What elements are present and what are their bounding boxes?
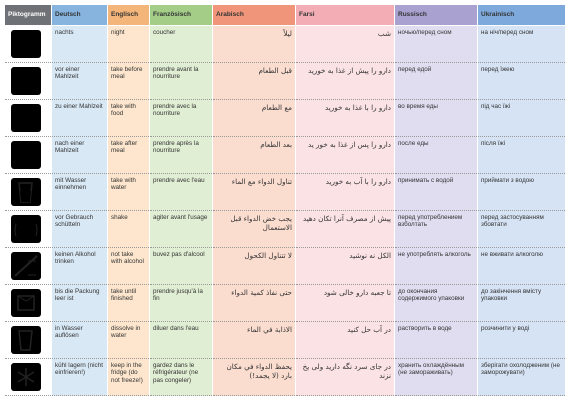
column-header: Piktogramm: [5, 5, 51, 25]
cell: take with water: [108, 174, 149, 211]
cell: під час їжі: [478, 100, 565, 137]
cell: پیش از مصرف آنرا تکان دهید: [296, 211, 394, 248]
cell: مع الطعام: [213, 100, 295, 137]
icon-no-alcohol: [11, 252, 41, 280]
column-header: Farsi: [296, 5, 394, 25]
cell: на ніч/перед сном: [478, 26, 565, 63]
cell: ночью/перед сном: [395, 26, 477, 63]
cell: agiter avant l'usage: [150, 211, 212, 248]
cell: شب: [296, 26, 394, 63]
cell: перед употреблением взболтать: [395, 211, 477, 248]
icon-dissolve: [11, 326, 41, 354]
cell: принимать с водой: [395, 174, 477, 211]
cell: night: [108, 26, 149, 63]
cell: nach einer Mahlzeit: [52, 137, 107, 174]
cell: bis die Packung leer ist: [52, 285, 107, 322]
cell: shake: [108, 211, 149, 248]
cell: prendre avec la nourriture: [150, 100, 212, 137]
cell: الاذابة في الماء: [213, 322, 295, 359]
cell: در آب حل کنید: [296, 322, 394, 359]
cell: in Wasser auflösen: [52, 322, 107, 359]
cell: после еды: [395, 137, 477, 174]
cell: хранить охлаждённым (не замораживать): [395, 359, 477, 396]
cell: دارو را پیش از غذا به خورید: [296, 63, 394, 100]
cell: diluer dans l'eau: [150, 322, 212, 359]
column-header: Englisch: [108, 5, 149, 25]
cell: دارو را با غذا به خورید: [296, 100, 394, 137]
cell: растворить в воде: [395, 322, 477, 359]
cell: coucher: [150, 26, 212, 63]
cell: до окончания содержимого упаковки: [395, 285, 477, 322]
cell: mit Wasser einnehmen: [52, 174, 107, 211]
icon-shake: [11, 215, 41, 243]
icon-night: [11, 30, 41, 58]
cell: تناول الدواء مع الماء: [213, 174, 295, 211]
cell: розчинити у воді: [478, 322, 565, 359]
cell: دارو را پس از غذا به خور ید: [296, 137, 394, 174]
icon-fridge: [11, 363, 41, 391]
cell: تا جعبه دارو خالی شود: [296, 285, 394, 322]
icon-with-meal: [11, 104, 41, 132]
cell: قبل الطعام: [213, 63, 295, 100]
cell: vor einer Mahlzeit: [52, 63, 107, 100]
cell: take until finished: [108, 285, 149, 322]
cell: prendre avant la nourriture: [150, 63, 212, 100]
cell: zu einer Mahlzeit: [52, 100, 107, 137]
cell: не вживати алкоголю: [478, 248, 565, 285]
cell: يجب خض الدواء قبل الاستعمال: [213, 211, 295, 248]
cell: keinen Alkohol trinken: [52, 248, 107, 285]
cell: buvez pas d'alcool: [150, 248, 212, 285]
cell: الکل نه نوشید: [296, 248, 394, 285]
cell: در جای سرد نگه دارید ولی یخ نزند: [296, 359, 394, 396]
cell: приймати з водою: [478, 174, 565, 211]
cell: لا تتناول الكحول: [213, 248, 295, 285]
icon-after-meal: [11, 141, 41, 169]
cell: після їжі: [478, 137, 565, 174]
cell: take before meal: [108, 63, 149, 100]
cell: يحفظ الدواء في مكان بارد (لا يجمد!): [213, 359, 295, 396]
icon-water: [11, 178, 41, 206]
cell: take with food: [108, 100, 149, 137]
cell: перед їжею: [478, 63, 565, 100]
cell: بعد الطعام: [213, 137, 295, 174]
column-header: Russisch: [395, 5, 477, 25]
cell: prendre avec l'eau: [150, 174, 212, 211]
cell: prendre jusqu'à la fin: [150, 285, 212, 322]
cell: not take with alcohol: [108, 248, 149, 285]
column-header: Französisch: [150, 5, 212, 25]
cell: не употреблять алкоголь: [395, 248, 477, 285]
icon-before-meal: [11, 67, 41, 95]
cell: kühl lagern (nicht einfrieren!): [52, 359, 107, 396]
column-header: Deutsch: [52, 5, 107, 25]
cell: во время еды: [395, 100, 477, 137]
cell: до закінчення вмісту упаковки: [478, 285, 565, 322]
icon-until-finished: [11, 289, 41, 317]
cell: ليلاً: [213, 26, 295, 63]
cell: keep in the fridge (do not freeze!): [108, 359, 149, 396]
cell: gardez dans le réfrigérateur (ne pas con…: [150, 359, 212, 396]
cell: nachts: [52, 26, 107, 63]
column-header: Ukrainisch: [478, 5, 565, 25]
cell: vor Gebrauch schütteln: [52, 211, 107, 248]
cell: dissolve in water: [108, 322, 149, 359]
cell: перед застосуванням збовтати: [478, 211, 565, 248]
cell: prendre après la nourriture: [150, 137, 212, 174]
cell: take after meal: [108, 137, 149, 174]
cell: دارو را با آب به خورید: [296, 174, 394, 211]
cell: حتى نفاذ كمية الدواء: [213, 285, 295, 322]
cell: зберігати охолодженим (не заморожувати): [478, 359, 565, 396]
column-header: Arabisch: [213, 5, 295, 25]
cell: перед едой: [395, 63, 477, 100]
